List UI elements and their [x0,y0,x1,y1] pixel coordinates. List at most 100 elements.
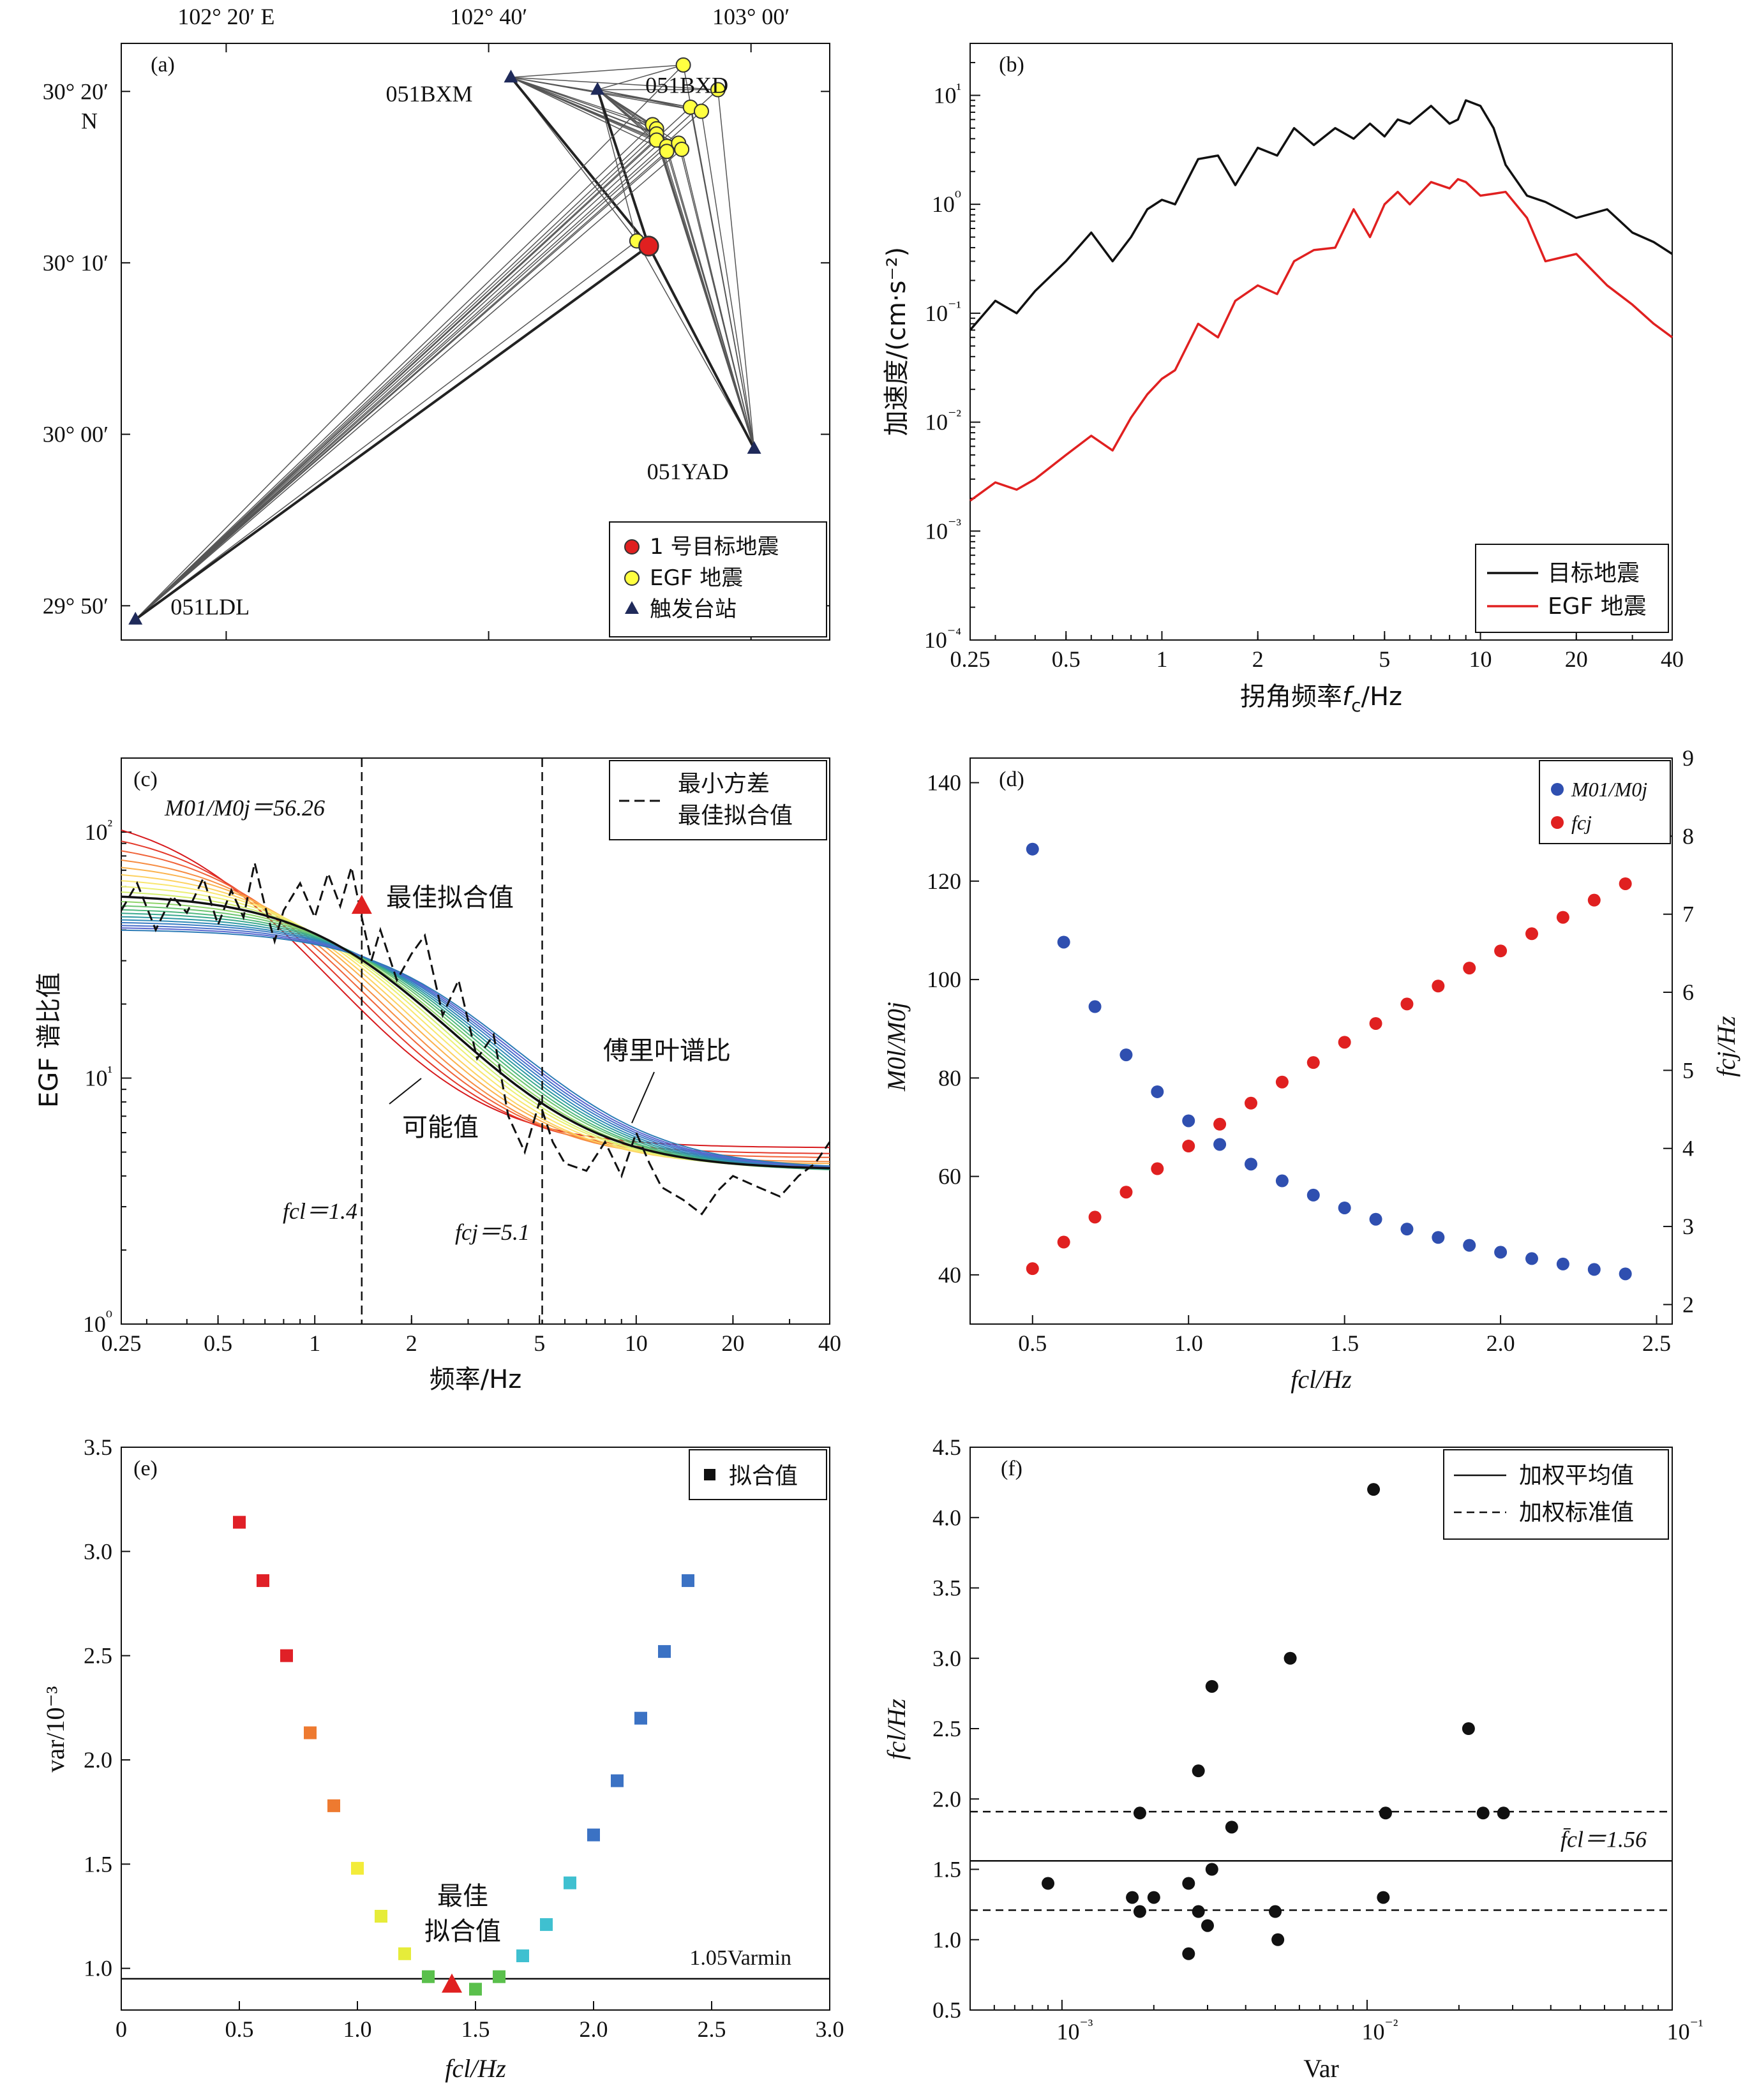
lon-label: 103° 00′ [712,4,790,29]
moment-ratio-point [1119,1048,1133,1062]
ray-path [511,77,668,152]
fcl-estimate-point [1462,1722,1475,1735]
x-tick-label: 40 [818,1330,841,1356]
y-tick-label-base: 10 [925,301,948,326]
x-tick-label: 2.5 [1642,1330,1671,1356]
model-ratio-curve [121,912,830,1170]
x-tick-label: 10 [1469,646,1492,672]
y-tick-label: 1.0 [932,1927,961,1953]
panel-e-variance-chart: 0 0.5 1.0 1.5 2.0 2.5 3.0 1.0 1.5 2.0 2.5 3.0 3.5 (e)… [41,1434,844,2083]
moment-ratio-point [1400,1223,1414,1236]
x-tick-label: 20 [721,1330,744,1356]
x-axis-label-sub: c [1351,695,1361,716]
ray-path [689,107,755,449]
y-axis-label: fcl/Hz [882,1699,911,1760]
legend-label-line2: 最佳拟合值 [678,803,793,829]
fcl-estimate-point [1205,1863,1218,1876]
y-tick-label: 10⁻¹ [925,299,961,326]
lon-label: 102° 40′ [450,4,527,29]
egf-event-marker [674,142,690,158]
ray-path [135,240,638,620]
y-tick-label: 3.5 [932,1575,961,1601]
best-fit-annotation: 最佳拟合值 [386,883,514,912]
spectra-legend: 目标地震 EGF 地震 [1475,544,1669,633]
station-triangle [747,441,761,454]
egf-spectrum-line [969,178,1673,502]
moment-ratio-point [1587,1263,1601,1276]
lon-label: 102° 20′ E [177,4,274,29]
target-event-marker [638,235,659,257]
legend-fcj-marker [1551,816,1564,829]
x-tick-label: 10 [625,1330,648,1356]
fcj-point [1338,1036,1351,1049]
variance-point [351,1861,364,1875]
fcl-estimate-point [1379,1806,1392,1820]
fcl-annotation: fcl＝1.4 [283,1198,357,1224]
ray-path [135,151,668,620]
x-tick-label: 2 [406,1330,417,1356]
lat-label: 30° 10′ [43,250,109,276]
station-label: 051LDL [170,594,250,620]
legend-box [609,760,827,840]
best-fit-label-line2: 拟合值 [424,1917,501,1946]
egf-event-marker [675,57,691,73]
moment-ratio-annotation: M01/M0j＝56.26 [164,795,325,821]
y-tick-label: 10² [84,817,112,845]
x-tick-label: 0.5 [204,1330,232,1356]
y-right-tick-label: 3 [1682,1214,1694,1239]
lat-label: 30° 00′ [43,422,109,447]
variance-point [682,1574,694,1588]
station-label: 051YAD [647,459,729,484]
variance-legend: 拟合值 [689,1449,827,1500]
x-tick-label: 2.5 [698,2016,726,2042]
variance-point [493,1970,505,1983]
station-label: 051BXD [645,73,728,98]
y-tick-label: 0.5 [932,1997,961,2023]
x-tick-label: 0 [116,2016,127,2042]
x-axis-label: Var [1303,2054,1339,2083]
ray-path [135,89,719,620]
target-ray-path [509,76,650,247]
moment-ratio-point [1369,1212,1382,1226]
y-axis-label: var/10⁻³ [41,1686,70,1772]
y-tick-label: 1.5 [932,1857,961,1882]
fcj-point [1525,927,1538,941]
fcl-estimate-point [1225,1821,1238,1834]
x-tick-label: 5 [1379,646,1390,672]
legend-egf-marker [624,570,640,586]
panel-b-spectra-chart: 0.25 0.5 1 2 5 10 20 4010⁻⁴10⁻³10⁻²10⁻¹10⁰10¹(b… [882,43,1684,716]
y-tick-label: 10⁻⁴ [924,625,961,653]
moment-ratio-point [1275,1174,1289,1188]
y-tick-label: 10¹ [84,1064,112,1091]
y-tick-label-exp: ¹ [956,80,961,98]
x-tick-label: 3.0 [816,2016,844,2042]
moment-ratio-point [1026,842,1039,856]
x-tick-label-exp: ⁻¹ [1690,2017,1703,2034]
egf-event-marker [710,82,726,98]
y-tick-label-exp: ⁻² [948,408,961,425]
moment-ratio-point [1338,1201,1351,1214]
fcl-estimate-point [1201,1919,1214,1932]
y-tick-label: 10⁻³ [925,516,961,544]
panel-a-map: 102° 20′ E 102° 40′ 103° 00′ 30° 20′ 30° 10′… [43,4,830,641]
legend-target-marker [624,539,640,555]
fcl-estimate-point [1133,1806,1146,1820]
y-axis-label: EGF 谱比值 [34,972,64,1108]
fcl-estimate-point [1476,1806,1490,1820]
x-tick-label-base: 10 [1362,2019,1385,2044]
x-tick-label: 0.25 [101,1330,142,1356]
x-tick-label: 40 [1661,646,1684,672]
best-fit-curve [121,895,830,1170]
ray-path [135,128,657,620]
y-tick-label-exp: ⁻⁴ [947,625,961,643]
model-ratio-curve [121,916,830,1170]
fcl-estimate-point [1133,1905,1146,1918]
fcl-estimate-point [1192,1764,1205,1778]
fcl-estimate-point [1126,1891,1139,1904]
ray-path [511,64,684,78]
fcj-point [1306,1056,1320,1069]
ray-path [135,64,684,620]
y-left-tick-label: 140 [927,770,961,796]
x-axis-label: fcl/Hz [445,2054,506,2083]
